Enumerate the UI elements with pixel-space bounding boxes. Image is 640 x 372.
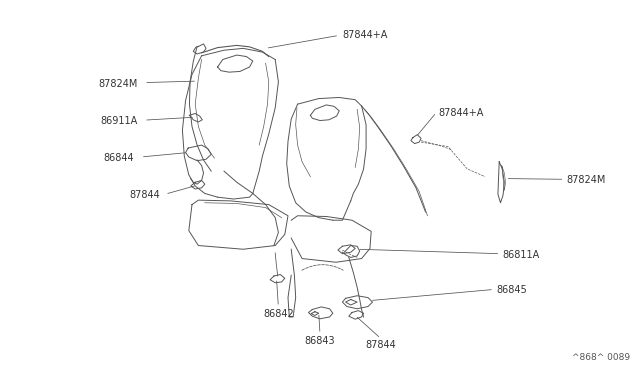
Text: 87844: 87844 (129, 190, 160, 200)
Text: 86843: 86843 (305, 337, 335, 346)
Text: 87844+A: 87844+A (438, 109, 484, 118)
Text: 86844: 86844 (104, 153, 134, 163)
Text: 86842: 86842 (263, 310, 294, 319)
Text: 86845: 86845 (496, 285, 527, 295)
Text: 86911A: 86911A (100, 116, 138, 126)
Text: 87844: 87844 (365, 340, 396, 350)
Text: ^868^ 0089: ^868^ 0089 (572, 353, 630, 362)
Text: 87824M: 87824M (98, 79, 138, 89)
Text: 86811A: 86811A (502, 250, 540, 260)
Text: 87844+A: 87844+A (342, 31, 388, 40)
Text: 87824M: 87824M (566, 176, 606, 185)
